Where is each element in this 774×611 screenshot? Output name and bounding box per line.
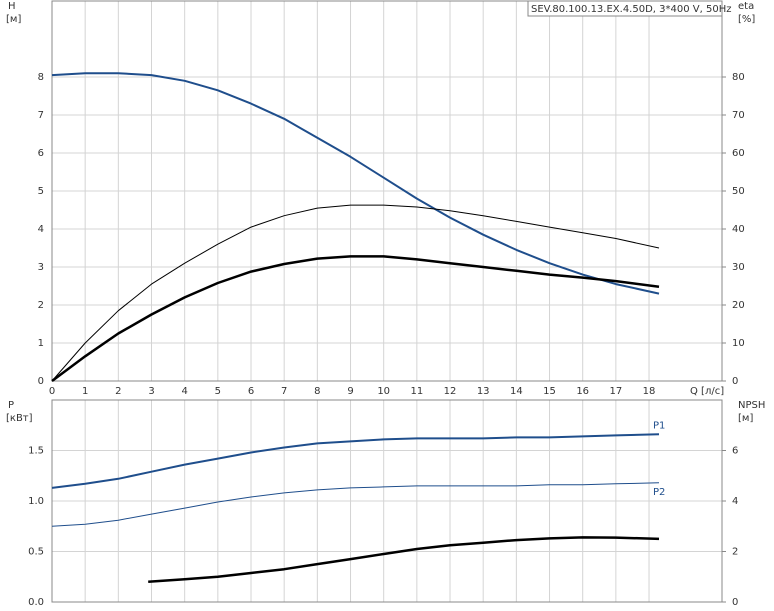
y2-tick-label: 20 [732,300,745,311]
x-tick-label: 5 [215,386,221,397]
y2-axis-label: NPSH [738,400,765,411]
y-tick-label: 7 [38,110,44,121]
y-tick-label: 5 [38,186,44,197]
series-label: P1 [653,420,665,431]
x-tick-label: 3 [148,386,154,397]
x-axis-label: Q [л/с] [690,386,724,397]
y-tick-label: 1.5 [28,446,44,457]
y-tick-label: 4 [38,224,44,235]
x-tick-label: 0 [49,386,55,397]
y2-tick-label: 30 [732,262,745,273]
y2-axis-label: eta [738,1,754,12]
chart-title: SEV.80.100.13.EX.4.50D, 3*400 V, 50Hz [531,4,731,15]
y-tick-label: 6 [38,148,44,159]
y2-tick-label: 4 [732,496,738,507]
x-tick-label: 15 [543,386,556,397]
x-tick-label: 9 [347,386,353,397]
y2-tick-label: 40 [732,224,745,235]
series-line [51,204,660,382]
x-tick-label: 12 [444,386,457,397]
series-line [51,433,660,489]
y-axis-unit: [м] [6,14,21,25]
y2-tick-label: 50 [732,186,745,197]
x-tick-label: 13 [477,386,490,397]
y2-axis-unit: [%] [738,14,755,25]
x-tick-label: 7 [281,386,287,397]
x-tick-label: 4 [181,386,187,397]
y-axis-unit: [кВт] [6,413,33,424]
y-tick-label: 3 [38,262,44,273]
y-tick-label: 8 [38,72,44,83]
y-tick-label: 0 [38,376,44,387]
y2-tick-label: 70 [732,110,745,121]
x-tick-label: 17 [609,386,622,397]
y2-tick-label: 0 [732,597,738,608]
x-tick-label: 8 [314,386,320,397]
x-tick-label: 1 [82,386,88,397]
y2-tick-label: 10 [732,338,745,349]
y2-tick-label: 6 [732,446,738,457]
title-box [527,0,723,17]
x-tick-label: 2 [115,386,121,397]
x-tick-label: 16 [576,386,589,397]
x-tick-label: 14 [510,386,523,397]
series-line [51,72,660,295]
y-tick-label: 2 [38,300,44,311]
y2-tick-label: 2 [732,547,738,558]
y-tick-label: 1 [38,338,44,349]
series-line [148,536,660,584]
y-axis-label: H [8,1,16,12]
y2-axis-unit: [м] [738,413,753,424]
y2-tick-label: 60 [732,148,745,159]
plot-frame [51,399,723,603]
plot-frame [51,0,723,382]
y2-tick-label: 80 [732,72,745,83]
y-axis-label: P [8,400,14,411]
x-tick-label: 10 [377,386,390,397]
y2-tick-label: 0 [732,376,738,387]
x-tick-label: 6 [248,386,254,397]
series-line [51,482,660,527]
x-tick-label: 18 [643,386,656,397]
series-label: P2 [653,487,665,498]
y-tick-label: 0.5 [28,547,44,558]
y-tick-label: 1.0 [28,496,44,507]
x-tick-label: 11 [410,386,423,397]
series-line [51,255,660,383]
y-tick-label: 0.0 [28,597,44,608]
